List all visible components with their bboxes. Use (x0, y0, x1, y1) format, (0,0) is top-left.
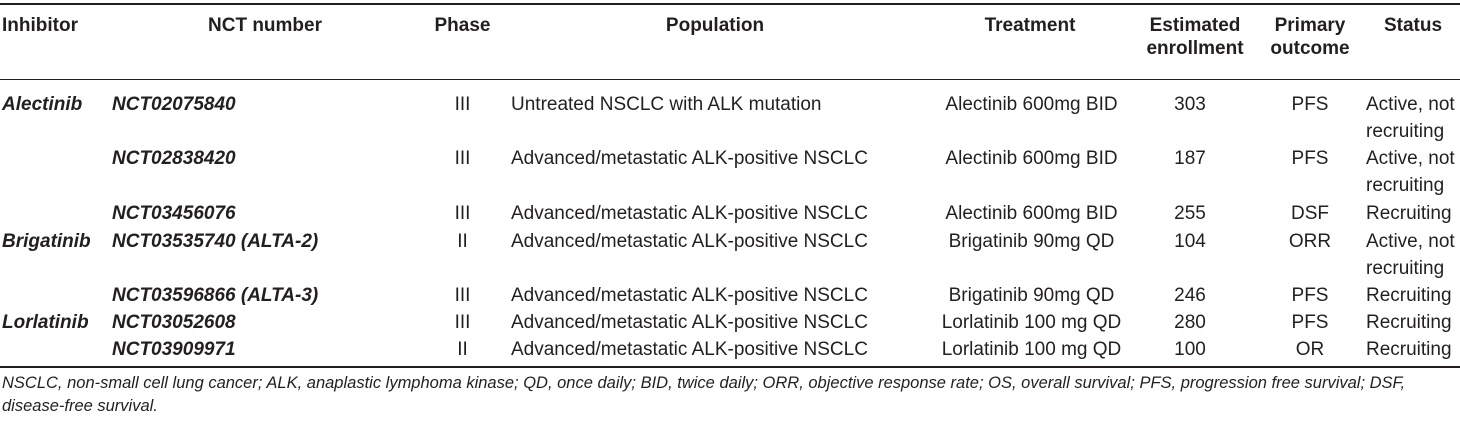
status-line1: Recruiting (1366, 312, 1452, 333)
cell-phase: III (454, 94, 471, 115)
cell-enrollment: 104 (1174, 231, 1206, 252)
cell-treatment: Lorlatinib 100 mg QD (941, 339, 1122, 360)
header-enrollment-line1: Estimated (1149, 15, 1241, 36)
cell-nct-number: NCT02075840 (112, 94, 236, 115)
cell-phase: II (457, 339, 468, 360)
header-status: Status (1383, 15, 1443, 36)
header-nct-number: NCT number (208, 15, 322, 36)
cell-phase: III (454, 312, 471, 333)
cell-primary-outcome: PFS (1291, 148, 1329, 169)
cell-phase: III (454, 148, 471, 169)
cell-status: Recruiting (1366, 309, 1460, 336)
cell-primary-outcome: OR (1295, 339, 1325, 360)
cell-phase: II (457, 231, 468, 252)
cell-inhibitor: Lorlatinib (2, 312, 89, 333)
cell-population: Advanced/metastatic ALK-positive NSCLC (511, 203, 868, 224)
status-line1: Recruiting (1366, 203, 1452, 224)
cell-enrollment: 100 (1174, 339, 1206, 360)
status-line1: Active, not (1366, 231, 1455, 252)
status-line2: recruiting (1366, 175, 1445, 196)
status-line1: Active, not (1366, 94, 1455, 115)
header-treatment: Treatment (984, 15, 1076, 36)
cell-nct-number: NCT02838420 (112, 148, 236, 169)
cell-phase: III (454, 285, 471, 306)
cell-treatment: Alectinib 600mg BID (945, 94, 1118, 115)
header-outcome-line2: outcome (1270, 38, 1350, 59)
cell-inhibitor: Alectinib (2, 94, 83, 115)
cell-population: Advanced/metastatic ALK-positive NSCLC (511, 312, 868, 333)
cell-enrollment: 187 (1174, 148, 1206, 169)
cell-status: Recruiting (1366, 282, 1460, 309)
cell-population: Advanced/metastatic ALK-positive NSCLC (511, 231, 868, 252)
cell-treatment: Alectinib 600mg BID (945, 203, 1118, 224)
header-enrollment-line2: enrollment (1146, 38, 1244, 59)
cell-nct-number: NCT03535740 (ALTA-2) (112, 231, 319, 252)
top-rule (0, 3, 1460, 5)
header-phase: Phase (434, 15, 491, 36)
status-line1: Active, not (1366, 148, 1455, 169)
table-footnote: NSCLC, non-small cell lung cancer; ALK, … (2, 374, 1406, 415)
cell-primary-outcome: PFS (1291, 285, 1329, 306)
cell-status: Active, not recruiting (1366, 228, 1460, 282)
cell-status: Recruiting (1366, 336, 1460, 363)
cell-primary-outcome: PFS (1291, 312, 1329, 333)
cell-status: Recruiting (1366, 200, 1460, 227)
status-line2: recruiting (1366, 121, 1445, 142)
status-line2: recruiting (1366, 258, 1445, 279)
cell-inhibitor: Brigatinib (2, 231, 91, 252)
cell-nct-number: NCT03456076 (112, 203, 236, 224)
cell-enrollment: 303 (1174, 94, 1206, 115)
bottom-rule (0, 366, 1460, 368)
cell-nct-number: NCT03052608 (112, 312, 236, 333)
cell-nct-number: NCT03909971 (112, 339, 236, 360)
status-line1: Recruiting (1366, 285, 1452, 306)
cell-primary-outcome: PFS (1291, 94, 1329, 115)
cell-primary-outcome: ORR (1288, 231, 1332, 252)
cell-treatment: Brigatinib 90mg QD (948, 285, 1115, 306)
cell-phase: III (454, 203, 471, 224)
header-inhibitor: Inhibitor (2, 15, 78, 36)
header-primary-outcome: Primary outcome (1250, 14, 1370, 60)
cell-population: Advanced/metastatic ALK-positive NSCLC (511, 148, 868, 169)
cell-enrollment: 255 (1174, 203, 1206, 224)
cell-treatment: Lorlatinib 100 mg QD (941, 312, 1122, 333)
header-enrollment: Estimated enrollment (1140, 14, 1250, 60)
status-line1: Recruiting (1366, 339, 1452, 360)
header-outcome-line1: Primary (1274, 15, 1346, 36)
cell-enrollment: 280 (1174, 312, 1206, 333)
cell-treatment: Alectinib 600mg BID (945, 148, 1118, 169)
cell-status: Active, not recruiting (1366, 91, 1460, 145)
header-rule (0, 79, 1460, 80)
cell-population: Advanced/metastatic ALK-positive NSCLC (511, 285, 868, 306)
cell-primary-outcome: DSF (1291, 203, 1329, 224)
header-population: Population (665, 15, 765, 36)
cell-nct-number: NCT03596866 (ALTA-3) (112, 285, 319, 306)
cell-population: Advanced/metastatic ALK-positive NSCLC (511, 339, 868, 360)
cell-enrollment: 246 (1174, 285, 1206, 306)
cell-status: Active, not recruiting (1366, 145, 1460, 199)
cell-treatment: Brigatinib 90mg QD (948, 231, 1115, 252)
cell-population: Untreated NSCLC with ALK mutation (511, 94, 822, 115)
